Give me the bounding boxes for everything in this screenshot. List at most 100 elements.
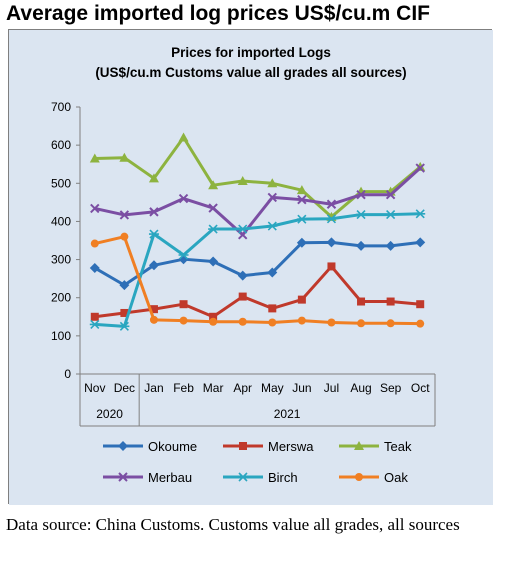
data-point-oak	[179, 316, 188, 325]
chart-frame: Prices for imported Logs (US$/cu.m Custo…	[8, 29, 493, 505]
data-point-birch	[326, 214, 337, 224]
data-point-merswa	[90, 312, 99, 321]
data-point-teak	[267, 178, 278, 188]
data-point-teak	[237, 175, 248, 185]
series-merbau	[90, 163, 425, 240]
series-line-oak	[94, 235, 421, 326]
page-heading: Average imported log prices US$/cu.m CIF	[6, 2, 430, 25]
data-point-birch	[385, 209, 396, 220]
data-point-okoume	[267, 267, 278, 278]
data-point-teak	[178, 132, 189, 142]
data-point-merswa	[238, 292, 247, 301]
data-point-merbau	[356, 190, 366, 200]
chart-title: Prices for imported Logs	[171, 45, 331, 60]
data-point-birch	[415, 209, 426, 219]
legend-marker	[118, 472, 128, 482]
data-point-okoume	[119, 280, 130, 291]
data-point-teak	[208, 180, 219, 190]
data-point-oak	[268, 318, 277, 327]
data-point-merswa	[297, 295, 306, 304]
data-point-oak	[297, 316, 306, 325]
chart-background	[9, 30, 493, 505]
y-tick-label: 700	[51, 100, 71, 114]
axes: 0 100 200 300 400 500 600 700 2020 2021 Nov Dec Jan F…	[51, 100, 436, 427]
legend-label: Okoume	[148, 439, 197, 454]
data-point-oak	[357, 319, 366, 328]
data-point-merbau	[415, 163, 425, 173]
series-okoume	[89, 237, 426, 291]
data-point-teak	[148, 173, 159, 183]
y-tick-label: 100	[51, 329, 71, 343]
x-tick-label: Jul	[324, 381, 339, 395]
data-point-merswa	[386, 297, 395, 306]
data-point-okoume	[385, 240, 396, 251]
y-tick-label: 500	[51, 176, 71, 190]
data-point-merswa	[149, 305, 158, 314]
data-point-oak	[90, 239, 99, 248]
data-point-merswa	[357, 297, 366, 306]
plot-area	[89, 132, 426, 331]
x-tick-label: Feb	[173, 381, 194, 395]
data-point-merbau	[149, 207, 159, 217]
data-point-oak	[149, 315, 158, 324]
data-point-birch	[267, 221, 278, 231]
x-tick-label: Nov	[84, 381, 105, 395]
data-point-okoume	[356, 240, 367, 251]
legend-item-oak: Oak	[339, 470, 408, 485]
legend-marker	[355, 473, 363, 481]
legend-item-merswa: Merswa	[223, 439, 314, 454]
legend-item-birch: Birch	[223, 470, 298, 485]
data-point-merbau	[90, 203, 100, 214]
data-point-birch	[178, 250, 189, 260]
data-point-oak	[209, 317, 218, 326]
data-point-merswa	[179, 300, 188, 309]
chart-subtitle: (US$/cu.m Customs value all grades all s…	[95, 65, 406, 80]
x-tick-label: Aug	[350, 381, 371, 395]
y-tick-label: 300	[51, 253, 71, 267]
legend: Okoume Merswa Teak Merbau Birch Oak	[103, 439, 412, 485]
legend-label: Teak	[384, 439, 412, 454]
series-oak	[90, 232, 425, 328]
data-point-merbau	[326, 199, 337, 209]
data-point-birch	[119, 321, 130, 331]
year-label: 2020	[96, 407, 123, 421]
legend-item-teak: Teak	[339, 439, 412, 454]
legend-label: Merswa	[268, 439, 314, 454]
y-tick-label: 200	[51, 291, 71, 305]
data-point-okoume	[326, 237, 337, 248]
data-point-oak	[327, 318, 336, 327]
data-point-birch	[356, 209, 367, 220]
data-point-teak	[119, 152, 130, 162]
legend-marker	[239, 442, 247, 450]
data-point-merswa	[209, 312, 218, 321]
data-point-merbau	[178, 193, 189, 204]
data-point-teak	[296, 185, 307, 195]
x-tick-label: Sep	[380, 381, 402, 395]
line-chart: Prices for imported Logs (US$/cu.m Custo…	[9, 30, 493, 505]
data-point-merswa	[120, 308, 129, 317]
data-point-okoume	[237, 270, 248, 281]
legend-marker	[118, 441, 128, 451]
data-point-okoume	[415, 237, 426, 248]
data-point-okoume	[208, 256, 219, 267]
data-point-merbau	[208, 203, 218, 213]
data-point-birch	[148, 229, 159, 239]
data-point-merbau	[119, 210, 130, 220]
legend-marker	[238, 472, 248, 482]
data-point-merswa	[268, 304, 277, 313]
x-tick-label: Apr	[233, 381, 252, 395]
series-line-merbau	[94, 166, 422, 237]
series-birch	[89, 209, 426, 331]
legend-label: Birch	[268, 470, 298, 485]
y-tick-label: 400	[51, 214, 71, 228]
data-point-birch	[296, 214, 307, 224]
year-label: 2021	[274, 407, 301, 421]
y-tick-label: 0	[64, 367, 71, 381]
series-line-teak	[94, 136, 422, 219]
data-point-oak	[386, 319, 395, 328]
data-point-oak	[120, 232, 129, 241]
legend-marker	[354, 441, 364, 450]
data-point-merswa	[327, 262, 336, 271]
data-point-oak	[416, 319, 425, 328]
data-point-merbau	[385, 190, 396, 200]
